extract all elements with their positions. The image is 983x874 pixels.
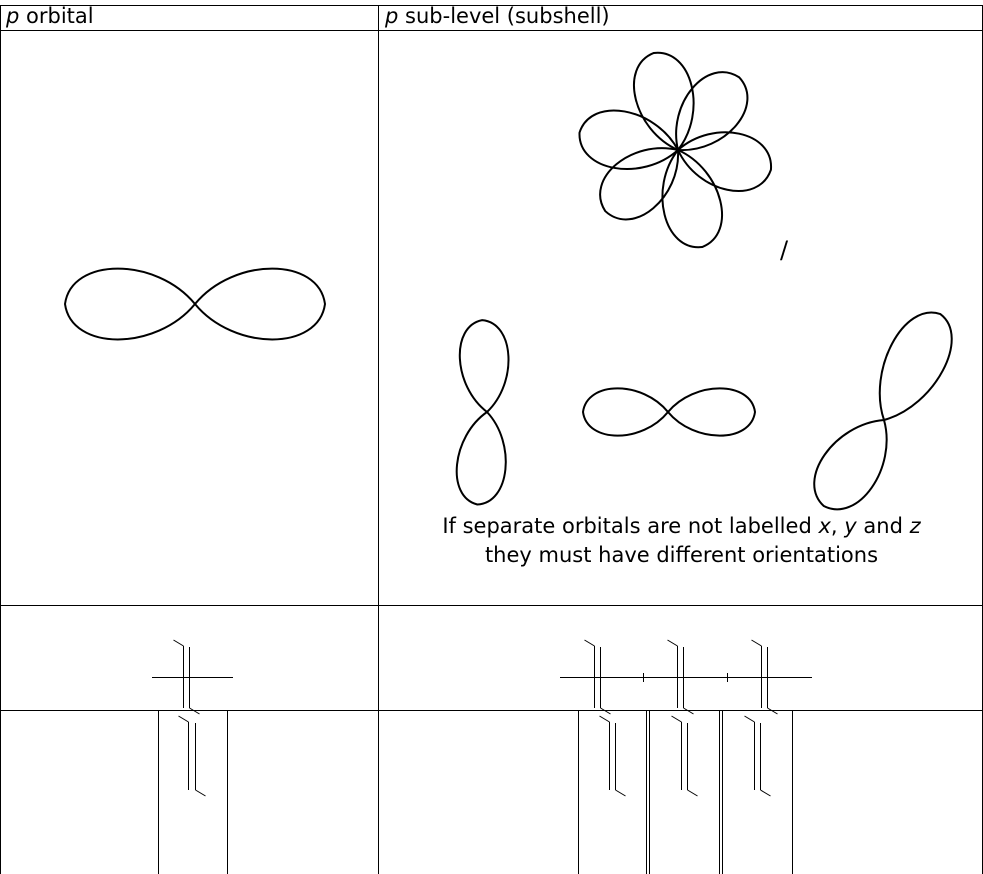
axis-letter: x bbox=[818, 514, 831, 538]
orbital-boxes bbox=[158, 710, 793, 874]
p-orbital-diagonal bbox=[799, 299, 967, 524]
italic-letter: p bbox=[6, 4, 20, 28]
note-text: If separate orbitals are not labelled bbox=[442, 514, 812, 538]
orbital-lines bbox=[152, 639, 812, 715]
note-line: If separate orbitals are not labelled x,… bbox=[380, 514, 983, 538]
italic-letter: p bbox=[385, 4, 399, 28]
note-line: they must have different orientations bbox=[484, 543, 879, 567]
p-orbital-shape bbox=[63, 267, 327, 341]
p-orbital-horizontal bbox=[582, 387, 756, 437]
note-text: and bbox=[863, 514, 903, 538]
p-orbital-vertical bbox=[452, 317, 513, 508]
header-cell: p orbital bbox=[6, 4, 94, 28]
header-text: orbital bbox=[26, 4, 94, 28]
header-cell: p sub-level (subshell) bbox=[385, 4, 610, 28]
header-text: sub-level (subshell) bbox=[405, 4, 610, 28]
note-text: , bbox=[830, 514, 838, 538]
axis-letter: z bbox=[909, 514, 921, 538]
table-grid bbox=[0, 5, 983, 874]
axis-letter: y bbox=[844, 514, 857, 538]
separator: / bbox=[780, 236, 789, 264]
p-subshell-combined-shape bbox=[573, 45, 778, 255]
